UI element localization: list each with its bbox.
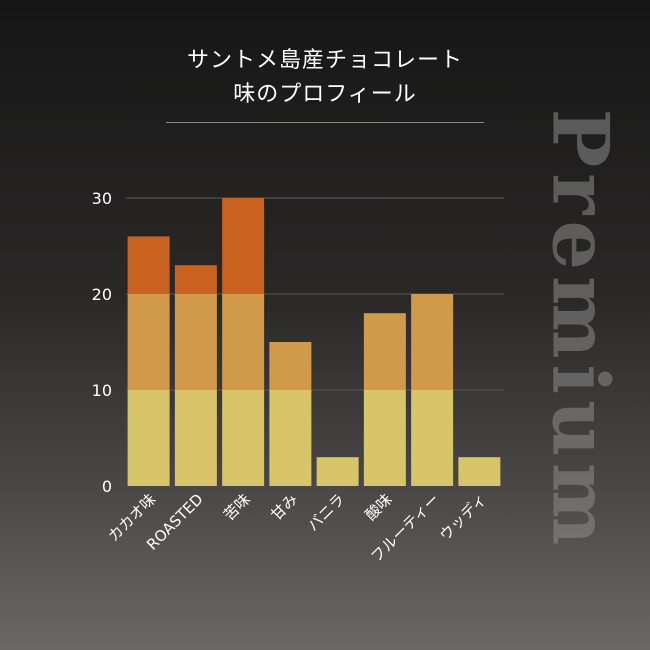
bar-4-segment-2 [269, 342, 312, 390]
y-tick-label-10: 10 [92, 381, 112, 400]
bar-7-segment-1 [411, 390, 454, 486]
bar-5-segment-1 [316, 457, 359, 486]
bar-1-segment-1 [127, 390, 170, 486]
x-tick-label-4: 甘み [267, 490, 301, 524]
bar-6-segment-1 [363, 390, 406, 486]
bar-1-segment-3 [127, 236, 170, 294]
y-axis-ticks: 0 10 20 30 [92, 189, 112, 496]
y-tick-label-0: 0 [102, 477, 112, 496]
chart-title-line2: 味のプロフィール [233, 82, 417, 107]
bar-2-segment-3 [174, 265, 217, 294]
bar-8-segment-1 [458, 457, 501, 486]
y-tick-label-20: 20 [92, 285, 112, 304]
bar-2 [174, 265, 217, 486]
chart-title: サントメ島産チョコレート 味のプロフィール [160, 44, 490, 112]
bar-4-segment-1 [269, 390, 312, 486]
bar-3-segment-2 [222, 294, 265, 390]
bar-6 [363, 313, 406, 486]
x-tick-label-8: ウッディ [436, 490, 490, 544]
x-tick-label-3: 苦味 [220, 490, 254, 524]
bar-2-segment-1 [174, 390, 217, 486]
bar-3 [222, 198, 265, 486]
bar-7 [411, 294, 454, 486]
chart-title-line1: サントメ島産チョコレート [186, 48, 463, 73]
bar-1 [127, 236, 170, 486]
x-tick-label-5: バニラ [304, 490, 349, 535]
bar-6-segment-2 [363, 313, 406, 390]
bar-3-segment-3 [222, 198, 265, 294]
bar-7-segment-2 [411, 294, 454, 390]
bar-3-segment-1 [222, 390, 265, 486]
y-tick-label-30: 30 [92, 189, 112, 208]
title-divider [166, 122, 484, 123]
bars-layer [127, 198, 501, 486]
bar-8 [458, 457, 501, 486]
bar-1-segment-2 [127, 294, 170, 390]
bar-2-segment-2 [174, 294, 217, 390]
x-tick-label-6: 酸味 [362, 490, 396, 524]
bar-4 [269, 342, 312, 486]
bar-5 [316, 457, 359, 486]
